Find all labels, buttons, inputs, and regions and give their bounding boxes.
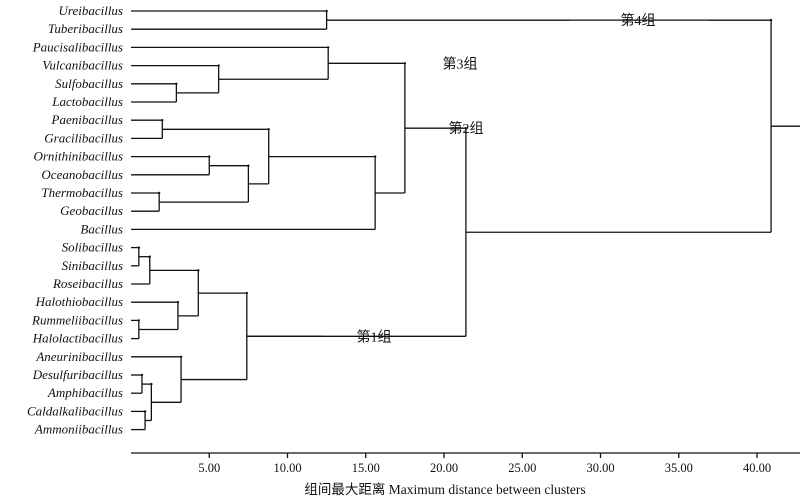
x-tick-label: 15.00 — [352, 461, 380, 475]
merge-node — [325, 9, 328, 13]
leaf-label: Paucisalibacillus — [32, 39, 123, 54]
leaf-label: Thermobacillus — [41, 185, 123, 200]
leaf-label: Lactobacillus — [51, 94, 123, 109]
x-axis-title: 组间最大距离 Maximum distance between clusters — [304, 481, 585, 497]
merge-node — [140, 373, 144, 377]
merge-node — [179, 355, 183, 358]
leaf-label: Ornithinibacillus — [33, 149, 123, 164]
leaf-label: Ammoniibacillus — [34, 422, 123, 437]
x-axis: 5.00 10.00 15.00 20.00 25.00 30.00 35.00 40.00 … — [131, 452, 800, 497]
leaf-label: Paenibacillus — [51, 112, 124, 127]
merge-node — [373, 155, 377, 158]
merge-node — [197, 269, 200, 272]
merge-node — [176, 301, 180, 304]
merge-node — [208, 155, 211, 158]
x-axis-ticks: 5.00 10.00 15.00 20.00 25.00 30.00 35.00 40.00 — [198, 453, 771, 475]
merge-node — [267, 128, 270, 131]
merge-node — [769, 18, 773, 22]
group-label: 第4组 — [621, 12, 656, 29]
x-tick-label: 25.00 — [508, 461, 536, 475]
leaf-label: Sinibacillus — [62, 258, 123, 273]
leaf-label: Bacillus — [80, 221, 123, 236]
leaf-label: Ureibacillus — [58, 3, 123, 18]
leaf-label: Halolactibacillus — [32, 331, 123, 346]
group-label: 第2组 — [449, 120, 484, 137]
merge-node — [245, 291, 249, 295]
leaf-label: Geobacillus — [60, 203, 123, 218]
leaf-label: Caldalkalibacillus — [27, 403, 123, 418]
merge-node — [157, 191, 161, 195]
group-connectors — [246, 19, 770, 337]
x-tick-label: 30.00 — [586, 461, 614, 475]
leaf-label: Amphibacillus — [47, 385, 123, 400]
leaf-label: Solibacillus — [62, 240, 123, 255]
merge-node — [143, 410, 147, 413]
merge-node — [137, 319, 141, 322]
x-tick-label: 20.00 — [430, 461, 458, 475]
merge-node — [464, 126, 468, 130]
leaf-labels: Ureibacillus Tuberibacillus Paucisalibacil… — [27, 3, 123, 437]
group-label: 第1组 — [357, 328, 392, 345]
leaf-label: Halothiobacillus — [35, 294, 123, 309]
leaf-label: Vulcanibacillus — [42, 58, 123, 73]
leaf-label: Desulfuribacillus — [32, 367, 123, 382]
x-tick-label: 5.00 — [198, 461, 220, 475]
branches — [131, 9, 800, 431]
x-tick-label: 10.00 — [273, 461, 301, 475]
merge-node — [247, 164, 250, 167]
merge-node — [137, 246, 141, 249]
merge-node — [148, 255, 151, 258]
group-label: 第3组 — [443, 55, 478, 72]
merge-node — [217, 64, 220, 67]
leaf-label: Roseibacillus — [52, 276, 123, 291]
merge-node — [326, 46, 330, 49]
merge-node — [150, 382, 153, 386]
leaf-label: Rummeliibacillus — [31, 312, 123, 327]
leaf-label: Oceanobacillus — [41, 167, 123, 182]
leaf-label: Tuberibacillus — [48, 21, 123, 36]
leaf-label: Gracilibacillus — [44, 130, 123, 145]
merge-node — [403, 62, 407, 65]
leaf-label: Sulfobacillus — [55, 76, 123, 91]
leaf-label: Aneurinibacillus — [35, 349, 123, 364]
x-tick-label: 35.00 — [665, 461, 693, 475]
merge-node — [161, 119, 164, 122]
x-tick-label: 40.00 — [743, 461, 771, 475]
merge-node — [175, 82, 178, 86]
